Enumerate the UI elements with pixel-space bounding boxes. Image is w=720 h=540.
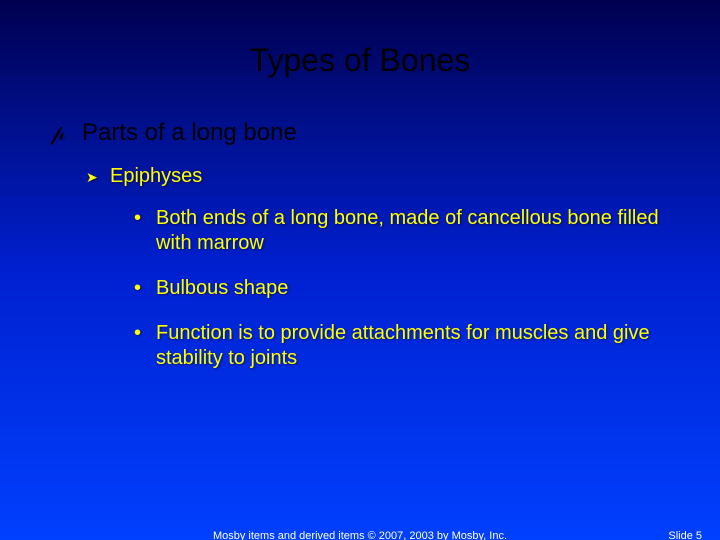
bullet-level1: 𝓅 Parts of a long bone bbox=[50, 119, 680, 147]
dot-bullet-icon: • bbox=[134, 206, 146, 231]
dot-bullet-icon: • bbox=[134, 321, 146, 346]
bullet-level3: • Bulbous shape bbox=[134, 276, 680, 301]
bullet-level3: • Both ends of a long bone, made of canc… bbox=[134, 206, 680, 256]
bullet-level3-text: Function is to provide attachments for m… bbox=[156, 321, 680, 371]
slide-content: 𝓅 Parts of a long bone ➤ Epiphyses • Bot… bbox=[0, 99, 720, 371]
bullet-level1-text: Parts of a long bone bbox=[82, 119, 297, 147]
bullet-level3-text: Bulbous shape bbox=[156, 276, 288, 301]
triangle-bullet-icon: ➤ bbox=[86, 169, 100, 186]
dot-bullet-icon: • bbox=[134, 276, 146, 301]
bullet-level2: ➤ Epiphyses bbox=[86, 165, 680, 188]
curl-bullet-icon: 𝓅 bbox=[50, 120, 68, 146]
bullet-level3-text: Both ends of a long bone, made of cancel… bbox=[156, 206, 680, 256]
bullet-level2-text: Epiphyses bbox=[110, 165, 202, 188]
slide-number: Slide 5 bbox=[668, 530, 702, 540]
slide-title: Types of Bones bbox=[0, 0, 720, 99]
bullet-level3: • Function is to provide attachments for… bbox=[134, 321, 680, 371]
copyright-text: Mosby items and derived items © 2007, 20… bbox=[0, 530, 720, 540]
